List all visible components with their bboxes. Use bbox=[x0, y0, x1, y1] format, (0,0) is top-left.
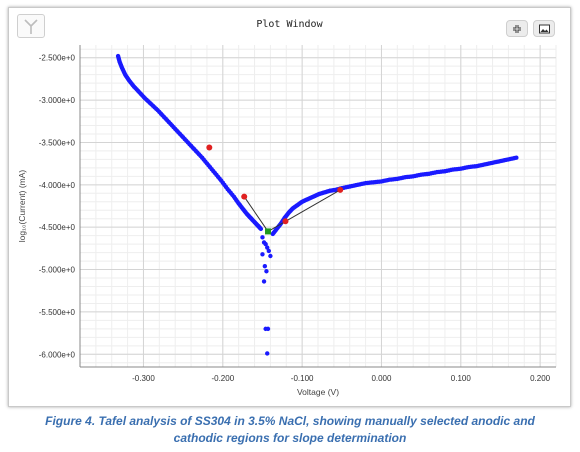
tafel-fit-line bbox=[267, 189, 341, 232]
window-title: Plot Window bbox=[256, 19, 323, 30]
data-point bbox=[268, 253, 273, 259]
figure-caption-line1: Figure 4. Tafel analysis of SS304 in 3.5… bbox=[45, 414, 535, 428]
data-point bbox=[261, 279, 267, 284]
x-axis-label: Voltage (V) bbox=[297, 387, 339, 397]
selected-point bbox=[337, 186, 344, 193]
y-tick-label: -3.500e+0 bbox=[39, 138, 76, 147]
data-point bbox=[263, 241, 268, 247]
window-titlebar: Plot Window bbox=[9, 8, 570, 42]
x-tick-label: 0.200 bbox=[530, 374, 551, 383]
selected-point bbox=[241, 193, 248, 200]
x-tick-label: -0.100 bbox=[291, 374, 314, 383]
data-point bbox=[265, 351, 270, 356]
y-tick-label: -5.500e+0 bbox=[39, 308, 76, 317]
snapshot-button[interactable] bbox=[533, 20, 555, 37]
x-tick-label: -0.200 bbox=[211, 374, 234, 383]
y-tick-label: -3.000e+0 bbox=[39, 96, 76, 105]
selected-point bbox=[282, 218, 289, 225]
data-point bbox=[266, 248, 272, 254]
corrosion-point bbox=[265, 228, 272, 235]
x-tick-label: 0.000 bbox=[371, 374, 392, 383]
y-axis-label: log₁₀(Current) (mA) bbox=[17, 170, 27, 243]
data-point bbox=[258, 226, 264, 232]
y-tick-label: -2.500e+0 bbox=[39, 54, 76, 63]
fit-view-icon bbox=[513, 25, 521, 33]
app-logo-icon bbox=[17, 14, 45, 38]
selected-point bbox=[206, 144, 213, 151]
figure-caption-line2: cathodic regions for slope determination bbox=[173, 431, 407, 445]
y-tick-label: -5.000e+0 bbox=[39, 266, 76, 275]
data-point bbox=[265, 326, 271, 332]
fit-view-button[interactable] bbox=[506, 20, 528, 37]
data-point bbox=[262, 263, 268, 269]
y-tick-label: -4.500e+0 bbox=[39, 223, 76, 232]
data-point bbox=[514, 155, 519, 160]
data-point bbox=[265, 245, 270, 250]
y-tick-label: -6.000e+0 bbox=[39, 350, 76, 359]
data-point bbox=[264, 269, 269, 274]
data-point bbox=[260, 235, 265, 240]
image-snapshot-icon bbox=[539, 24, 550, 34]
x-tick-label: -0.300 bbox=[132, 374, 155, 383]
x-tick-label: 0.100 bbox=[451, 374, 472, 383]
tafel-fit-line bbox=[243, 196, 269, 232]
y-tick-label: -4.000e+0 bbox=[39, 181, 76, 190]
data-point bbox=[260, 252, 265, 257]
